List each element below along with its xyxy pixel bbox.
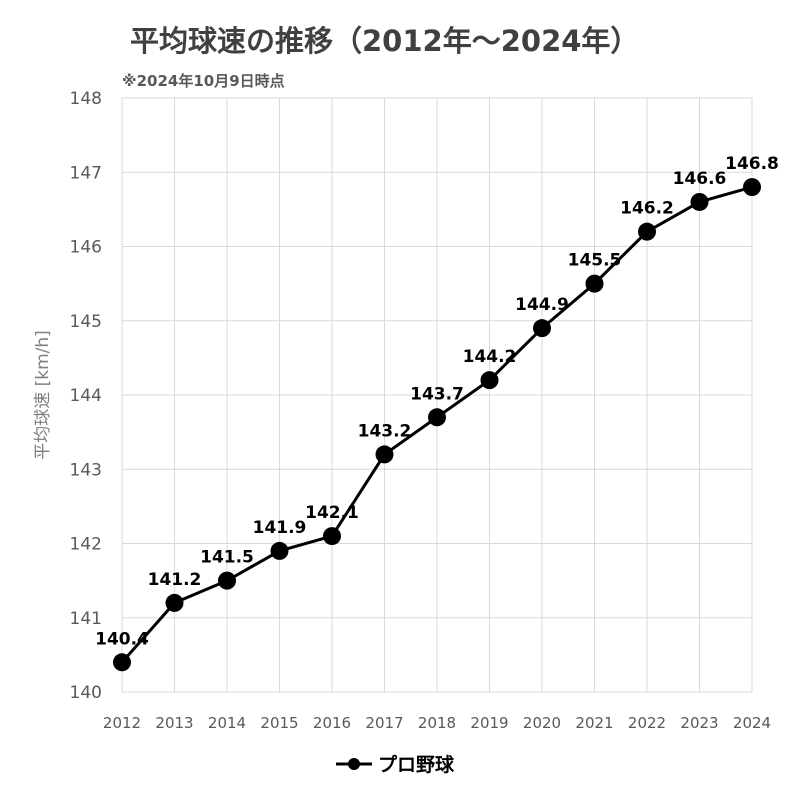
- data-label: 146.8: [725, 154, 779, 174]
- x-tick-label: 2024: [733, 714, 771, 732]
- y-tick-label: 145: [70, 312, 102, 332]
- data-point: [165, 593, 184, 612]
- data-label: 144.2: [463, 347, 517, 367]
- y-tick-label: 143: [70, 460, 102, 480]
- x-tick-label: 2021: [575, 714, 613, 732]
- x-tick-label: 2022: [628, 714, 666, 732]
- data-label: 142.1: [305, 503, 359, 523]
- y-tick-label: 141: [70, 609, 102, 629]
- data-label: 141.2: [148, 570, 202, 590]
- data-point: [480, 371, 499, 390]
- data-label: 146.6: [673, 169, 727, 189]
- y-axis-label: 平均球速 [km/h]: [33, 330, 53, 460]
- y-tick-label: 140: [70, 683, 102, 703]
- x-tick-label: 2012: [103, 714, 141, 732]
- chart-title: 平均球速の推移（2012年～2024年）: [130, 24, 640, 58]
- x-tick-label: 2020: [523, 714, 561, 732]
- data-point: [533, 319, 551, 338]
- plot-area-border: [121, 97, 753, 693]
- y-tick-label: 142: [70, 535, 102, 555]
- x-tick-label: 2023: [680, 714, 718, 732]
- data-point: [428, 408, 446, 427]
- data-point: [690, 192, 709, 211]
- x-tick-label: 2017: [365, 714, 403, 732]
- x-tick-label: 2019: [470, 714, 508, 732]
- y-tick-label: 147: [70, 163, 102, 183]
- data-point: [113, 653, 131, 672]
- x-tick-label: 2018: [418, 714, 456, 732]
- data-point: [323, 527, 341, 546]
- data-label: 141.5: [200, 548, 254, 568]
- y-tick-label: 144: [70, 386, 102, 406]
- legend-label: プロ野球: [378, 753, 455, 776]
- x-tick-label: 2015: [260, 714, 298, 732]
- data-point: [743, 178, 761, 197]
- data-label: 145.5: [568, 251, 622, 271]
- legend-point-marker: [348, 758, 360, 770]
- y-tick-label: 148: [70, 89, 102, 109]
- data-point: [585, 274, 604, 293]
- data-label: 141.9: [253, 518, 307, 538]
- data-label: 143.2: [358, 421, 412, 441]
- data-point: [270, 541, 289, 560]
- data-point: [638, 222, 656, 241]
- data-point: [375, 445, 394, 464]
- data-point: [218, 571, 236, 590]
- x-tick-label: 2016: [313, 714, 351, 732]
- data-label: 143.7: [410, 384, 464, 404]
- x-tick-label: 2013: [155, 714, 193, 732]
- y-tick-label: 146: [70, 238, 102, 258]
- chart-subtitle: ※2024年10月9日時点: [122, 72, 285, 90]
- data-label: 146.2: [620, 199, 674, 219]
- x-tick-label: 2014: [208, 714, 246, 732]
- data-label: 140.4: [95, 629, 149, 649]
- data-label: 144.9: [515, 295, 569, 315]
